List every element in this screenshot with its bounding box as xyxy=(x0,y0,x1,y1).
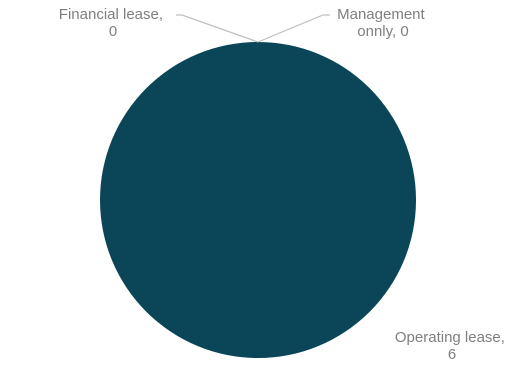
leader-line-financial-lease xyxy=(176,14,259,43)
data-label-management-onnly-line-2: onnly, 0 xyxy=(357,23,408,40)
leader-line-management-onnly xyxy=(257,14,330,43)
data-label-financial-lease-line-1: Financial lease, xyxy=(59,6,163,23)
data-label-operating-lease: Operating lease, 6 xyxy=(395,329,509,363)
data-label-financial-lease: Financial lease, 0 xyxy=(59,6,167,40)
data-label-operating-lease-line-2: 6 xyxy=(448,346,456,363)
pie-slices xyxy=(100,42,416,358)
data-label-operating-lease-line-1: Operating lease, xyxy=(395,329,505,346)
pie-slice-operating-lease xyxy=(100,42,416,358)
data-label-management-onnly: Management onnly, 0 xyxy=(337,6,429,40)
data-label-financial-lease-line-2: 0 xyxy=(109,23,117,40)
data-label-management-onnly-line-1: Management xyxy=(337,6,425,23)
